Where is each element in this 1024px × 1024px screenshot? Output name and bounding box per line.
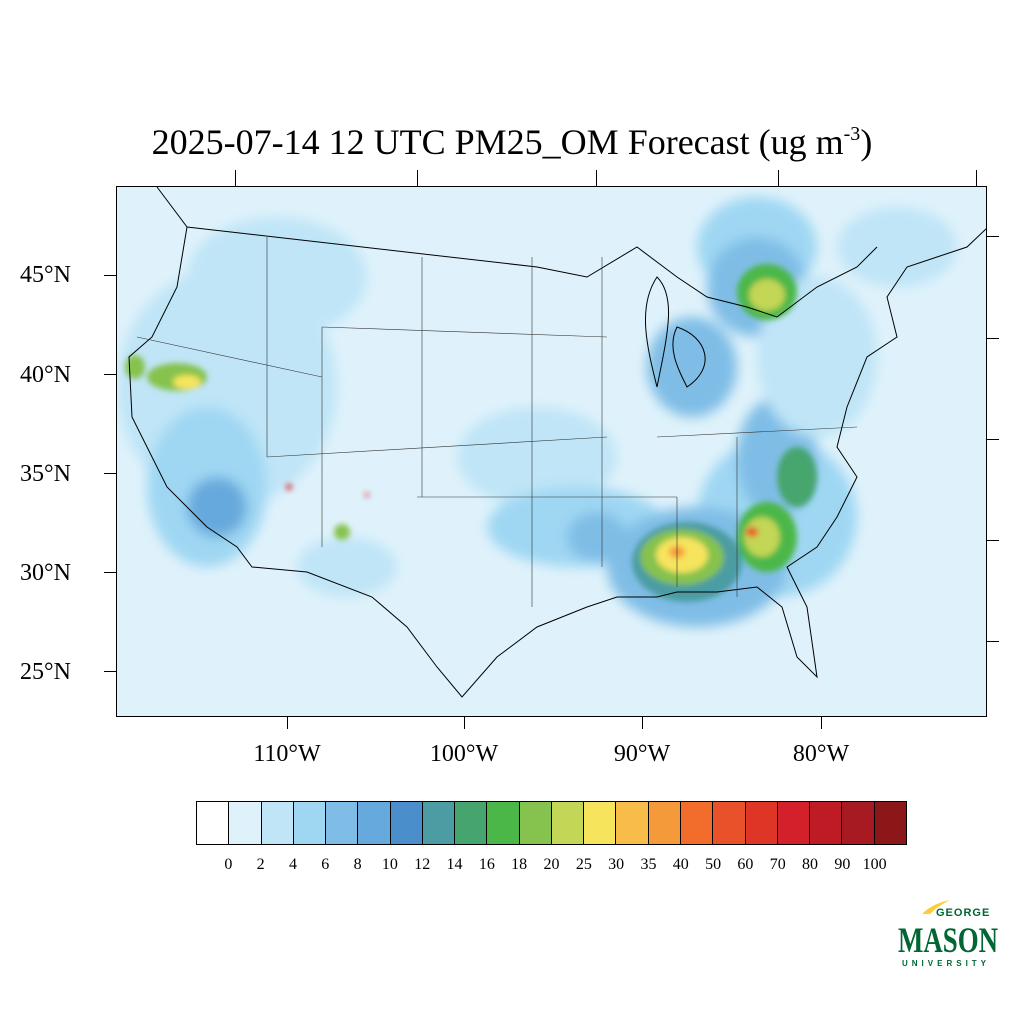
tick-top-3 — [596, 170, 597, 186]
map-canvas — [117, 187, 986, 698]
tick-left-35 — [104, 473, 116, 474]
map-outlines — [128, 187, 986, 698]
colorbar-swatch — [584, 802, 617, 844]
colorbar-swatch — [261, 802, 294, 844]
colorbar-label: 100 — [862, 856, 887, 873]
tick-left-40 — [104, 374, 116, 375]
tick-right-4 — [987, 540, 999, 541]
tick-bottom-90 — [642, 717, 643, 729]
tick-right-1 — [987, 236, 999, 237]
lon-label-90: 90°W — [613, 741, 671, 767]
tick-right-5 — [987, 641, 999, 642]
colorbar-swatch — [326, 802, 359, 844]
colorbar-swatch — [777, 802, 811, 844]
tick-right-2 — [987, 338, 999, 339]
colorbar-label: 90 — [834, 856, 851, 873]
colorbar-label: 10 — [381, 856, 398, 873]
tick-bottom-100 — [464, 717, 465, 729]
lat-label-30: 30°N — [20, 560, 71, 586]
tick-top-1 — [235, 170, 236, 186]
colorbar-label: 4 — [288, 856, 297, 873]
lat-label-40: 40°N — [20, 362, 71, 388]
colorbar-swatch — [197, 802, 230, 844]
colorbar-label: 60 — [737, 856, 754, 873]
lon-label-110: 110°W — [253, 741, 321, 767]
colorbar-label: 16 — [478, 856, 495, 873]
colorbar-swatch — [293, 802, 327, 844]
colorbar-swatch — [519, 802, 552, 844]
colorbar-swatch — [648, 802, 681, 844]
map-title: 2025-07-14 12 UTC PM25_OM Forecast (ug m… — [0, 112, 1024, 164]
colorbar-swatch — [874, 802, 906, 844]
tick-bottom-80 — [821, 717, 822, 729]
colorbar-swatch — [390, 802, 423, 844]
colorbar-swatch — [680, 802, 714, 844]
colorbar-swatch — [229, 802, 262, 844]
logo-line-mason: MASON — [898, 920, 998, 960]
tick-top-5 — [976, 170, 977, 186]
tick-right-3 — [987, 439, 999, 440]
lat-label-25: 25°N — [20, 659, 71, 685]
colorbar-label: 12 — [414, 856, 431, 873]
colorbar-swatch — [487, 802, 520, 844]
lon-label-100: 100°W — [429, 741, 499, 767]
tick-left-30 — [104, 572, 116, 573]
logo-swoosh — [922, 900, 950, 914]
colorbar-label: 25 — [575, 856, 592, 873]
colorbar-label: 30 — [608, 856, 625, 873]
colorbar-swatch — [616, 802, 649, 844]
lon-label-80: 80°W — [792, 741, 850, 767]
title-close: ) — [860, 122, 873, 162]
colorbar-swatch — [455, 802, 488, 844]
tick-left-25 — [104, 671, 116, 672]
title-text: 2025-07-14 12 UTC PM25_OM Forecast (ug m — [151, 122, 844, 162]
colorbar-label: 50 — [705, 856, 722, 873]
colorbar-label: 35 — [640, 856, 657, 873]
colorbar-label: 2 — [256, 856, 265, 873]
logo-line-george: GEORGE — [936, 907, 990, 919]
colorbar-swatch — [551, 802, 585, 844]
tick-top-2 — [417, 170, 418, 186]
tick-bottom-110 — [287, 717, 288, 729]
colorbar-swatch — [713, 802, 746, 844]
tick-left-45 — [104, 275, 116, 276]
colorbar-label: 40 — [672, 856, 689, 873]
lat-label-45: 45°N — [20, 262, 71, 288]
colorbar-label: 14 — [446, 856, 463, 873]
state-borders — [136, 237, 858, 607]
logo-mark: GEORGE MASON UNIVERSITY — [898, 900, 998, 968]
colorbar — [196, 801, 907, 845]
logo-line-university: UNIVERSITY — [902, 959, 990, 968]
forecast-map — [116, 186, 987, 717]
colorbar-label: 6 — [321, 856, 330, 873]
colorbar-swatch — [842, 802, 875, 844]
concentration-field — [117, 197, 957, 627]
colorbar-label: 0 — [224, 856, 233, 873]
tick-top-4 — [778, 170, 779, 186]
colorbar-label: 20 — [543, 856, 560, 873]
colorbar-swatch — [810, 802, 843, 844]
colorbar-swatch — [422, 802, 456, 844]
colorbar-label: 70 — [769, 856, 786, 873]
george-mason-university-logo: GEORGE MASON UNIVERSITY — [896, 898, 1004, 970]
colorbar-label: 80 — [802, 856, 819, 873]
colorbar-label: 18 — [511, 856, 528, 873]
lat-label-35: 35°N — [20, 461, 71, 487]
colorbar-swatch — [358, 802, 391, 844]
title-exponent: -3 — [843, 123, 861, 145]
colorbar-label: 8 — [353, 856, 362, 873]
colorbar-swatch — [745, 802, 778, 844]
